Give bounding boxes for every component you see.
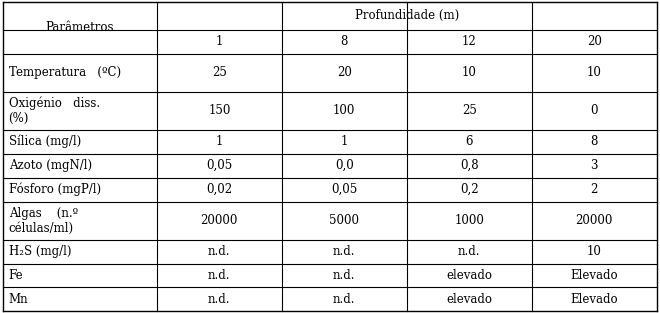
Text: 1: 1 xyxy=(341,135,348,148)
Text: 2: 2 xyxy=(591,183,598,196)
Text: 25: 25 xyxy=(212,66,227,79)
Text: 0,2: 0,2 xyxy=(460,183,478,196)
Text: Mn: Mn xyxy=(9,293,28,306)
Text: 0,02: 0,02 xyxy=(207,183,232,196)
Text: 20000: 20000 xyxy=(576,214,613,227)
Text: 10: 10 xyxy=(462,66,477,79)
Text: n.d.: n.d. xyxy=(208,269,230,282)
Text: 100: 100 xyxy=(333,104,356,117)
Text: Elevado: Elevado xyxy=(570,269,618,282)
Text: n.d.: n.d. xyxy=(458,245,480,258)
Text: 20: 20 xyxy=(337,66,352,79)
Text: H₂S (mg/l): H₂S (mg/l) xyxy=(9,245,71,258)
Text: Azoto (mgN/l): Azoto (mgN/l) xyxy=(9,159,92,172)
Text: 5000: 5000 xyxy=(329,214,359,227)
Text: 25: 25 xyxy=(462,104,477,117)
Text: Temperatura   (ºC): Temperatura (ºC) xyxy=(9,66,121,79)
Text: 20: 20 xyxy=(587,35,602,48)
Text: n.d.: n.d. xyxy=(208,245,230,258)
Text: 0: 0 xyxy=(591,104,598,117)
Text: 6: 6 xyxy=(465,135,473,148)
Text: Parâmetros: Parâmetros xyxy=(46,21,114,34)
Text: n.d.: n.d. xyxy=(333,269,356,282)
Text: 0,8: 0,8 xyxy=(460,159,478,172)
Text: 8: 8 xyxy=(341,35,348,48)
Text: 12: 12 xyxy=(462,35,477,48)
Text: Algas    (n.º
células/ml): Algas (n.º células/ml) xyxy=(9,207,78,234)
Text: 150: 150 xyxy=(208,104,230,117)
Text: Fósforo (mgP/l): Fósforo (mgP/l) xyxy=(9,183,101,196)
Text: Profundidade (m): Profundidade (m) xyxy=(354,9,459,22)
Text: n.d.: n.d. xyxy=(333,293,356,306)
Text: Fe: Fe xyxy=(9,269,23,282)
Text: 0,0: 0,0 xyxy=(335,159,354,172)
Text: 8: 8 xyxy=(591,135,598,148)
Text: 0,05: 0,05 xyxy=(206,159,232,172)
Text: elevado: elevado xyxy=(446,293,492,306)
Text: 1: 1 xyxy=(216,35,223,48)
Text: n.d.: n.d. xyxy=(208,293,230,306)
Text: 1: 1 xyxy=(216,135,223,148)
Text: elevado: elevado xyxy=(446,269,492,282)
Text: 20000: 20000 xyxy=(201,214,238,227)
Text: Sílica (mg/l): Sílica (mg/l) xyxy=(9,135,81,148)
Text: n.d.: n.d. xyxy=(333,245,356,258)
Text: 0,05: 0,05 xyxy=(331,183,358,196)
Text: 10: 10 xyxy=(587,66,602,79)
Text: 3: 3 xyxy=(591,159,598,172)
Text: Oxigénio   diss.
(%): Oxigénio diss. (%) xyxy=(9,96,100,125)
Text: 1000: 1000 xyxy=(454,214,484,227)
Text: 10: 10 xyxy=(587,245,602,258)
Text: Elevado: Elevado xyxy=(570,293,618,306)
